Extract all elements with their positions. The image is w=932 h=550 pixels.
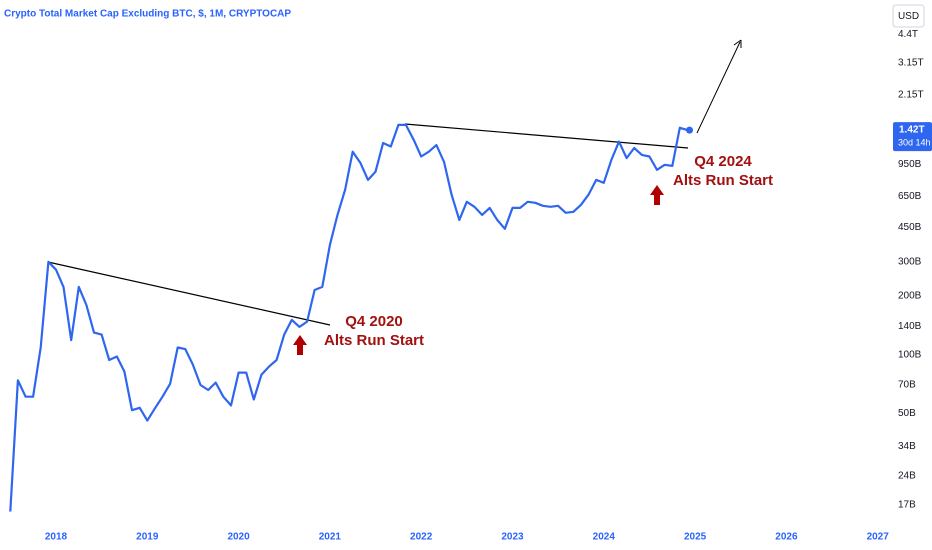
y-tick-label: 140B — [898, 321, 922, 332]
last-value-box — [893, 122, 932, 152]
last-point — [686, 126, 694, 134]
currency-label[interactable]: USD — [898, 11, 919, 22]
x-tick-label: 2022 — [410, 532, 433, 543]
up-arrow — [650, 185, 664, 205]
y-tick-label: 650B — [898, 191, 922, 202]
y-tick-label: 24B — [898, 470, 916, 481]
y-tick-label: 100B — [898, 349, 922, 360]
x-tick-label: 2024 — [593, 532, 616, 543]
y-tick-label: 200B — [898, 291, 922, 302]
y-tick-label: 4.4T — [898, 29, 918, 40]
countdown-label: 30d 14h — [898, 137, 931, 147]
trendline — [47, 261, 331, 326]
annotation: Q4 2020 — [345, 313, 403, 330]
trendline — [404, 123, 689, 149]
last-value-label: 1.42T — [899, 125, 925, 136]
y-tick-label: 450B — [898, 222, 922, 233]
x-tick-label: 2020 — [227, 532, 250, 543]
line-series — [9, 123, 688, 512]
chart-title: Crypto Total Market Cap Excluding BTC, $… — [4, 9, 291, 20]
y-tick-label: 950B — [898, 159, 922, 170]
x-tick-label: 2018 — [45, 532, 68, 543]
y-tick-label: 2.15T — [898, 90, 924, 101]
up-arrow — [293, 335, 307, 355]
x-tick-label: 2021 — [319, 532, 342, 543]
projection-arrow — [696, 41, 741, 134]
annotation: Alts Run Start — [324, 332, 424, 349]
arrowhead — [733, 39, 742, 48]
y-tick-label: 300B — [898, 256, 922, 267]
x-tick-label: 2027 — [867, 532, 890, 543]
x-tick-label: 2025 — [684, 532, 707, 543]
x-tick-label: 2019 — [136, 532, 159, 543]
y-tick-label: 34B — [898, 441, 916, 452]
y-tick-label: 70B — [898, 380, 916, 391]
annotation: Q4 2024 — [694, 153, 752, 170]
x-tick-label: 2026 — [775, 532, 798, 543]
y-tick-label: 17B — [898, 499, 916, 510]
annotation: Alts Run Start — [673, 172, 773, 189]
currency-button[interactable] — [892, 4, 925, 28]
y-tick-label: 3.15T — [898, 57, 924, 68]
y-tick-label: 50B — [898, 408, 916, 419]
x-tick-label: 2023 — [501, 532, 524, 543]
